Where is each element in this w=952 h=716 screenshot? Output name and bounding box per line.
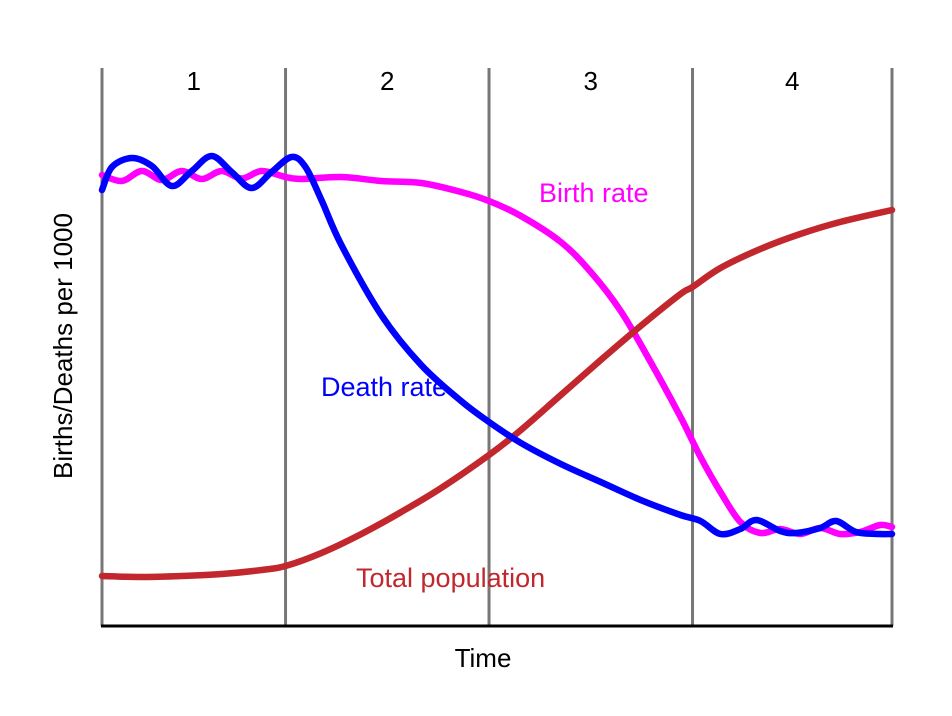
y-axis-title: Births/Deaths per 1000 [48, 213, 78, 479]
death-rate-label: Death rate [321, 372, 447, 402]
death-rate-line [98, 152, 896, 538]
total-population-label: Total population [356, 563, 545, 593]
birth-rate-line [98, 167, 896, 538]
stage-labels: 1 2 3 4 [187, 66, 800, 96]
series-lines [98, 152, 896, 581]
stage-label: 3 [584, 66, 598, 96]
total-population-line [98, 206, 896, 581]
x-axis-title: Time [455, 643, 512, 673]
stage-divider-lines [100, 68, 894, 626]
stage-label: 1 [187, 66, 201, 96]
stage-label: 2 [380, 66, 394, 96]
birth-rate-label: Birth rate [539, 178, 649, 208]
stage-label: 4 [785, 66, 799, 96]
